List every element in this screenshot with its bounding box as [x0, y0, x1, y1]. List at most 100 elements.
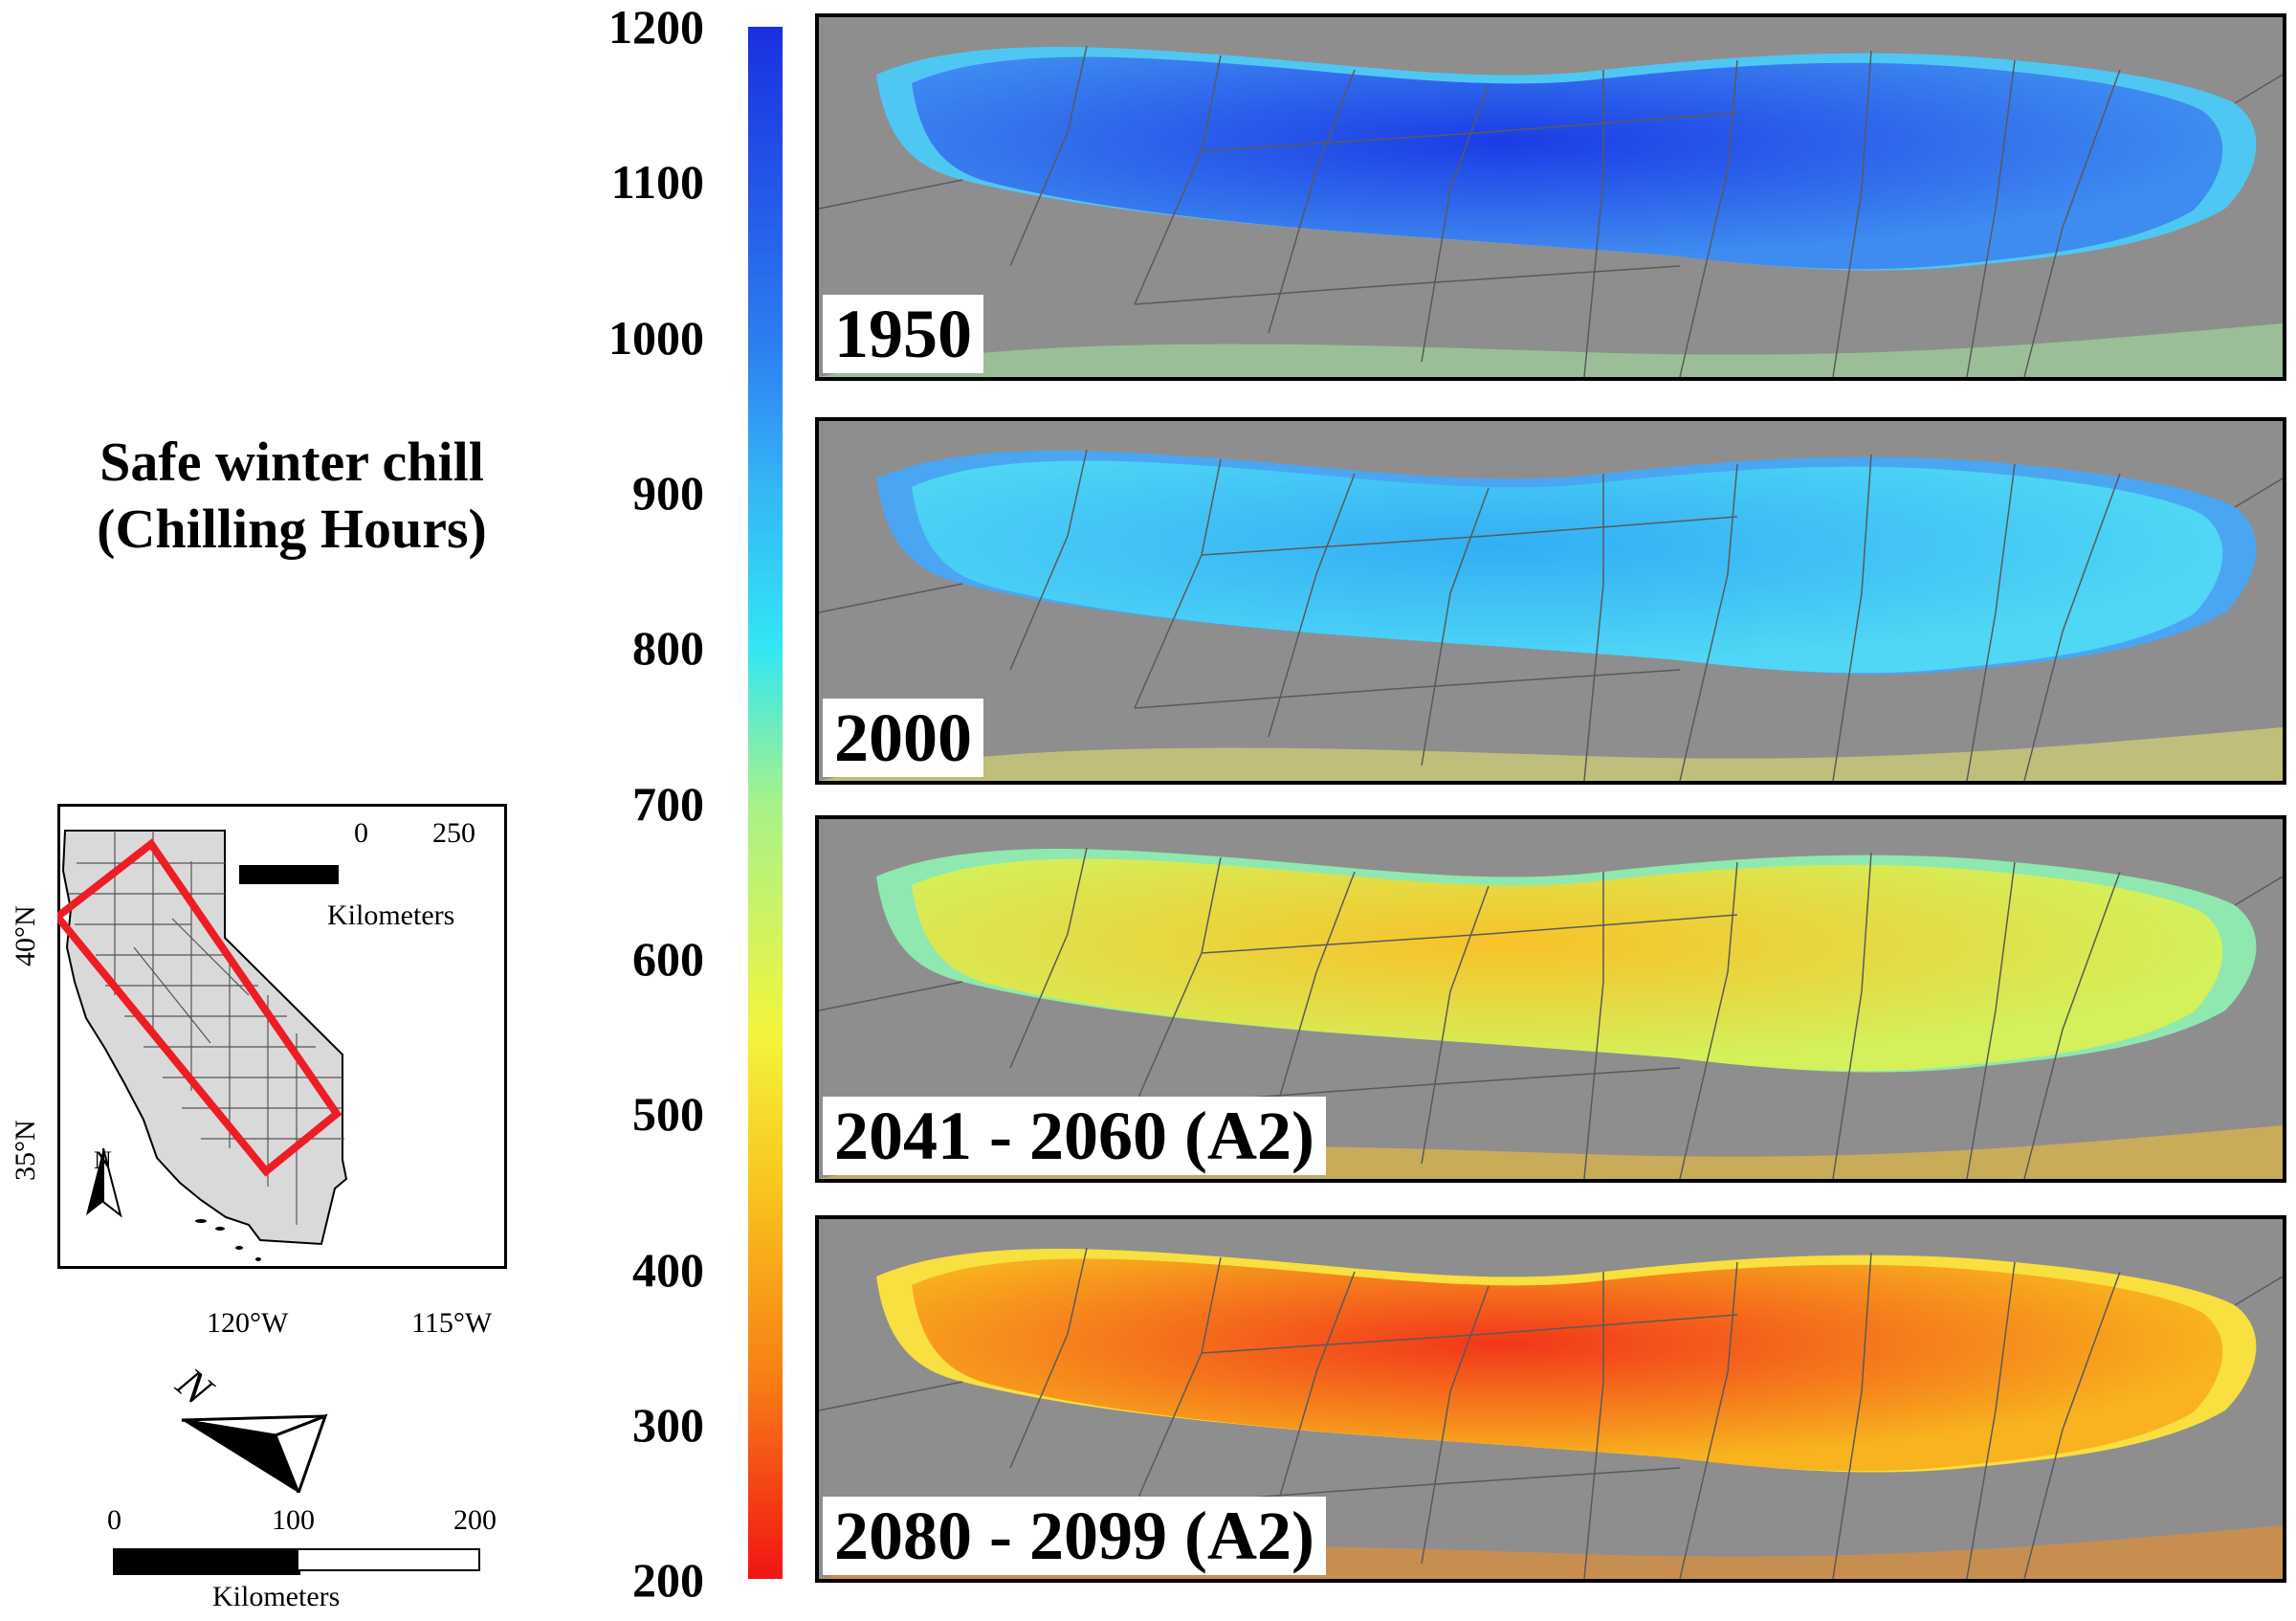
southern-chill-zone	[819, 727, 2283, 781]
inset-scale-bar	[239, 865, 339, 884]
county-boundary-line	[1966, 861, 2016, 1179]
legend-title-line2: (Chilling Hours)	[97, 498, 487, 560]
scale-200: 200	[453, 1504, 497, 1536]
county-boundary-line	[2234, 74, 2283, 104]
county-boundary-line	[1966, 59, 2016, 377]
scale-bar-white-segment	[297, 1548, 480, 1571]
inset-lon-115: 115°W	[411, 1307, 493, 1339]
map-panel-1950: 1950	[815, 13, 2286, 381]
county-boundary-line	[1009, 449, 1088, 671]
inset-north-label: N	[94, 1146, 112, 1174]
county-boundary-line	[819, 981, 963, 1011]
county-boundary-line	[819, 583, 963, 613]
inset-north-arrow-icon	[86, 1147, 122, 1218]
county-boundaries	[819, 1247, 2283, 1579]
valley-chill-zone	[912, 1258, 2223, 1472]
county-boundary-line	[819, 179, 963, 210]
north-arrow-icon	[181, 1413, 328, 1493]
county-boundary-line	[1268, 473, 1356, 738]
map-panel-2041-2060: 2041 - 2060 (A2)	[815, 815, 2286, 1183]
inset-scale-zero: 0	[354, 817, 368, 849]
panel-label-2080-2099: 2080 - 2099 (A2)	[823, 1497, 1326, 1575]
chill-map-1950	[819, 17, 2283, 377]
county-boundary-line	[1201, 516, 1738, 556]
county-boundary-line	[819, 1381, 963, 1411]
panel-label-2000: 2000	[823, 699, 983, 777]
county-boundary-line	[1009, 1247, 1088, 1469]
scale-zero: 0	[107, 1504, 121, 1536]
county-boundary-line	[1421, 885, 1490, 1165]
inset-lat-40: 40°N	[10, 905, 41, 966]
county-boundary-line	[1201, 112, 1738, 152]
county-boundary-line	[2234, 477, 2283, 508]
inset-lon-120: 120°W	[207, 1307, 289, 1339]
scale-unit: Kilometers	[212, 1581, 341, 1612]
map-panel-2000: 2000	[815, 417, 2286, 785]
county-boundary-line	[1679, 861, 1738, 1179]
chill-map-2000	[819, 421, 2283, 781]
legend-title-line1: Safe winter chill	[99, 431, 484, 493]
county-boundary-line	[1268, 871, 1356, 1136]
colorbar-tick: 200	[632, 1553, 704, 1607]
county-boundary-line	[1832, 454, 1872, 781]
colorbar-tick: 300	[632, 1398, 704, 1452]
colorbar-tick: 700	[632, 777, 704, 831]
panel-label-2041-2060: 2041 - 2060 (A2)	[823, 1097, 1326, 1175]
county-boundary-line	[1268, 1271, 1356, 1536]
colorbar-tick: 1200	[608, 0, 704, 54]
county-boundary-line	[1832, 1252, 1872, 1579]
colorbar-tick: 1000	[608, 311, 704, 365]
county-boundary-line	[2023, 69, 2121, 377]
county-boundary-line	[1421, 83, 1490, 363]
county-boundary-line	[1583, 70, 1604, 377]
county-boundary-line	[1268, 69, 1356, 334]
county-boundary-line	[1832, 50, 1872, 377]
county-boundary-line	[2234, 1276, 2283, 1306]
scale-100: 100	[272, 1504, 315, 1536]
county-boundary-line	[1134, 265, 1681, 305]
southern-chill-zone	[819, 323, 2283, 377]
colorbar-tick: 500	[632, 1087, 704, 1141]
colorbar-tick: 400	[632, 1243, 704, 1297]
county-boundary-line	[1679, 1261, 1738, 1579]
colorbar	[748, 27, 783, 1579]
county-boundary-line	[1679, 59, 1738, 377]
panel-label-1950: 1950	[823, 295, 983, 373]
county-boundary-line	[1201, 1314, 1738, 1354]
county-boundaries	[819, 45, 2283, 377]
scale-bar-black-segment	[113, 1548, 300, 1575]
county-boundary-line	[1201, 914, 1738, 954]
county-boundaries	[819, 449, 2283, 781]
inset-map-graphic	[57, 830, 348, 1261]
inset-scale-250: 250	[432, 817, 475, 849]
county-boundary-line	[2234, 876, 2283, 906]
county-boundary-line	[1421, 1285, 1490, 1565]
county-boundary-line	[1583, 1272, 1604, 1579]
county-boundary-line	[2023, 871, 2121, 1179]
california-outline	[61, 830, 348, 1246]
inset-scale-unit: Kilometers	[327, 899, 455, 931]
valley-chill-zone	[912, 460, 2223, 674]
county-boundary-line	[1009, 45, 1088, 267]
legend-title: Safe winter chill (Chilling Hours)	[19, 429, 564, 563]
county-boundary-line	[1966, 463, 2016, 781]
map-panel-2080-2099: 2080 - 2099 (A2)	[815, 1215, 2286, 1583]
county-boundary-line	[2023, 1271, 2121, 1579]
colorbar-tick: 900	[632, 466, 704, 520]
county-boundary-line	[1134, 669, 1681, 709]
colorbar-tick: 1100	[610, 155, 704, 209]
inset-lat-35: 35°N	[10, 1120, 41, 1181]
county-boundary-line	[1583, 872, 1604, 1179]
study-area-highlight	[57, 838, 342, 1177]
county-boundary-line	[2023, 473, 2121, 781]
county-boundary-line	[1679, 463, 1738, 781]
inset-islands	[195, 1219, 261, 1261]
county-boundary-line	[1583, 474, 1604, 781]
colorbar-tick: 800	[632, 621, 704, 675]
county-boundary-line	[1966, 1261, 2016, 1579]
chill-map-2080-2099	[819, 1219, 2283, 1579]
county-boundary-line	[1009, 847, 1088, 1069]
valley-chill-zone	[912, 858, 2223, 1072]
colorbar-tick: 600	[632, 932, 704, 986]
county-boundary-line	[1421, 487, 1490, 766]
